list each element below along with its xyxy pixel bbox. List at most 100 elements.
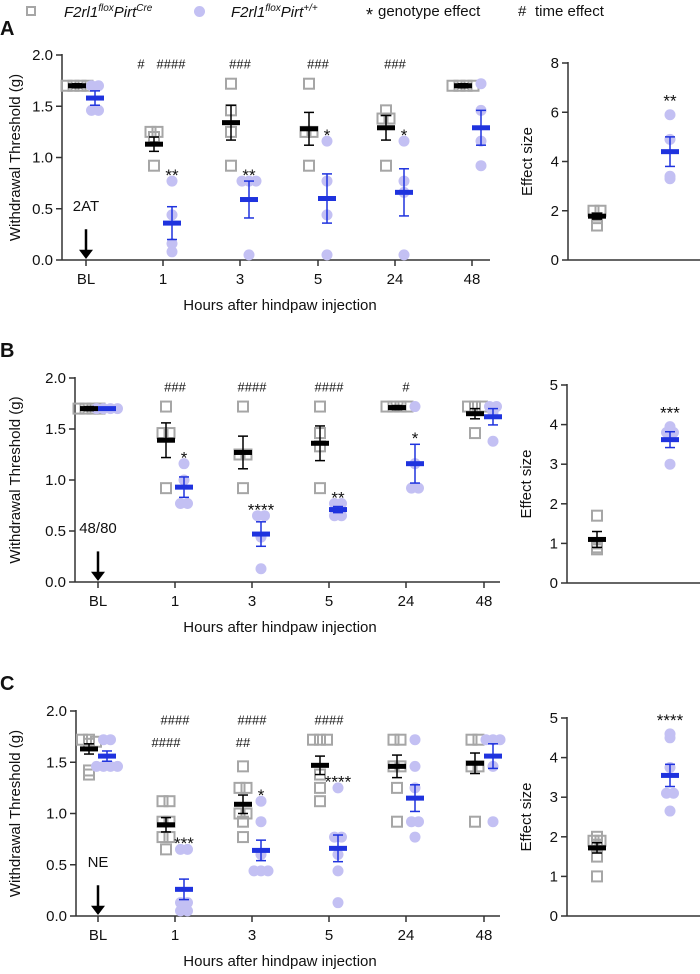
data-point-circle	[332, 865, 344, 877]
data-point-square	[465, 733, 478, 746]
mean-bar	[98, 406, 116, 412]
mean-bar	[454, 83, 472, 89]
data-point-square	[237, 815, 249, 828]
data-point-square	[160, 400, 172, 413]
data-point-circle	[398, 249, 410, 261]
genotype-effect-stars: *	[324, 126, 331, 145]
mean-bar	[318, 196, 336, 201]
x-tick-label: 24	[398, 927, 415, 944]
data-point-square	[233, 781, 246, 794]
data-point-circle	[250, 175, 262, 187]
mean-bar	[163, 220, 181, 226]
mean-bar	[157, 437, 175, 443]
data-point-square	[314, 400, 326, 413]
time-effect-wt: ####	[238, 712, 268, 727]
mean-bar	[157, 822, 175, 828]
effect-y-axis-label: Effect size	[519, 127, 536, 196]
data-point-square	[591, 870, 603, 883]
data-point-circle	[259, 510, 270, 522]
data-point-circle	[475, 160, 487, 172]
y-tick-label: 0.5	[46, 857, 67, 874]
data-point-square	[160, 482, 172, 495]
effect-y-tick-label: 2	[550, 496, 558, 513]
mean-bar	[329, 507, 347, 513]
mean-bar	[252, 531, 270, 537]
driver: Pirt	[280, 4, 304, 21]
effect-y-tick-label: 2	[550, 829, 558, 846]
data-point-circle	[255, 563, 267, 575]
legend-genotype-label: genotype effect	[378, 3, 481, 20]
genotype-effect-stars: ***	[174, 834, 194, 853]
mean-bar	[252, 847, 270, 853]
data-point-circle	[182, 497, 193, 509]
y-axis-label: Withdrawal Threshold (g)	[7, 396, 24, 563]
x-tick-label: 3	[248, 593, 256, 610]
effect-y-tick-label: 1	[550, 535, 558, 552]
x-tick-label: 48	[476, 593, 493, 610]
data-point-square	[156, 795, 169, 808]
data-point-circle	[332, 782, 344, 794]
mean-bar	[329, 845, 347, 851]
mean-bar	[175, 484, 193, 490]
legend-genotype-symbol: *	[366, 5, 374, 25]
time-effect-wt: ####	[161, 712, 191, 727]
effect-y-tick-label: 0	[551, 252, 559, 269]
time-effect-cre: #	[137, 56, 145, 71]
time-effect-wt: #	[402, 379, 410, 394]
y-tick-label: 1.0	[45, 472, 66, 489]
effect-genotype-stars: **	[663, 92, 677, 111]
data-point-square	[83, 768, 95, 781]
mean-bar	[661, 437, 679, 443]
data-point-square	[314, 482, 326, 495]
data-point-square	[237, 482, 249, 495]
y-tick-label: 1.5	[46, 754, 67, 771]
mean-bar	[395, 189, 413, 195]
mean-bar	[175, 886, 193, 892]
legend-time-symbol: #	[518, 3, 527, 20]
y-tick-label: 1.0	[32, 150, 53, 167]
mean-bar	[145, 141, 163, 147]
data-point-circle	[166, 238, 178, 250]
mean-bar	[98, 753, 116, 759]
data-point-square	[303, 159, 315, 172]
data-point-square	[469, 815, 481, 828]
time-effect-wt: ###	[384, 56, 406, 71]
genotype-effect-stars: *	[412, 429, 419, 448]
data-point-circle	[178, 458, 190, 470]
mean-bar	[222, 120, 240, 126]
mean-bar	[388, 763, 406, 769]
legend-square-marker-icon	[26, 6, 36, 16]
x-tick-label: BL	[89, 927, 107, 944]
data-point-square	[148, 159, 160, 172]
mean-bar	[661, 149, 679, 155]
y-tick-label: 0.5	[45, 523, 66, 540]
mean-bar	[80, 746, 98, 752]
x-tick-label: 5	[325, 593, 333, 610]
data-point-square	[225, 77, 237, 90]
mean-bar	[406, 461, 424, 467]
data-point-square	[591, 509, 603, 522]
genotype-effect-stars: ****	[248, 501, 275, 520]
data-point-square	[307, 733, 319, 746]
data-point-square	[380, 159, 392, 172]
data-point-square	[394, 733, 407, 746]
legend-circle-marker-icon	[194, 6, 205, 17]
y-tick-label: 0.0	[45, 574, 66, 591]
data-point-circle	[668, 787, 679, 799]
data-point-square	[156, 831, 169, 844]
panel-label: A	[0, 18, 14, 40]
effect-y-axis-label: Effect size	[518, 450, 535, 519]
effect-y-tick-label: 5	[550, 377, 558, 394]
x-tick-label: 5	[325, 927, 333, 944]
data-point-circle	[112, 760, 123, 772]
data-point-circle	[166, 175, 178, 187]
genotype-effect-stars: ****	[325, 773, 352, 792]
x-tick-label: 24	[398, 593, 415, 610]
y-tick-label: 0.5	[32, 201, 53, 218]
data-point-square	[376, 112, 389, 125]
data-point-circle	[409, 831, 421, 843]
driver: Pirt	[113, 4, 137, 21]
mean-bar	[472, 125, 490, 131]
data-point-square	[240, 781, 253, 794]
arrow-head-icon	[79, 249, 93, 259]
